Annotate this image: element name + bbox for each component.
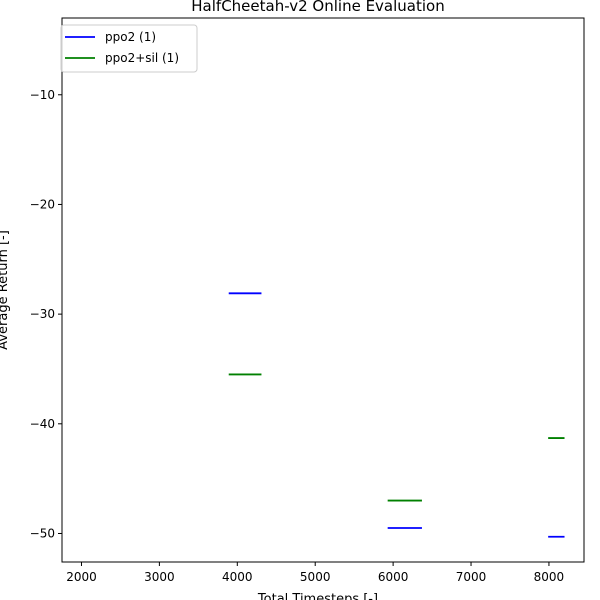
series-ppo2-sil (228, 373, 565, 502)
y-axis-title: Average Return [-] (0, 230, 11, 350)
plot-frame (61, 17, 585, 563)
series-ppo2 (228, 292, 565, 538)
x-tick-label: 7000 (456, 570, 487, 584)
plot-area (61, 17, 585, 563)
y-tick-label: −20 (30, 197, 55, 211)
y-tick-label: −40 (30, 417, 55, 431)
x-tick-label: 5000 (300, 570, 331, 584)
x-axis: 2000 3000 4000 5000 6000 7000 8000 (66, 562, 564, 584)
legend-label-ppo2: ppo2 (1) (105, 30, 156, 44)
legend-label-ppo2-sil: ppo2+sil (1) (105, 51, 179, 65)
y-axis: −10 −20 −30 −40 −50 (30, 88, 62, 540)
legend: ppo2 (1) ppo2+sil (1) (60, 24, 198, 73)
x-tick-label: 6000 (378, 570, 409, 584)
y-tick-label: −30 (30, 307, 55, 321)
x-tick-label: 4000 (222, 570, 253, 584)
chart-title: HalfCheetah-v2 Online Evaluation (191, 0, 444, 15)
x-tick-label: 2000 (66, 570, 97, 584)
y-tick-label: −50 (30, 526, 55, 540)
y-tick-label: −10 (30, 88, 55, 102)
x-axis-title: Total Timesteps [-] (257, 592, 378, 600)
x-tick-label: 3000 (144, 570, 175, 584)
x-tick-label: 8000 (534, 570, 565, 584)
